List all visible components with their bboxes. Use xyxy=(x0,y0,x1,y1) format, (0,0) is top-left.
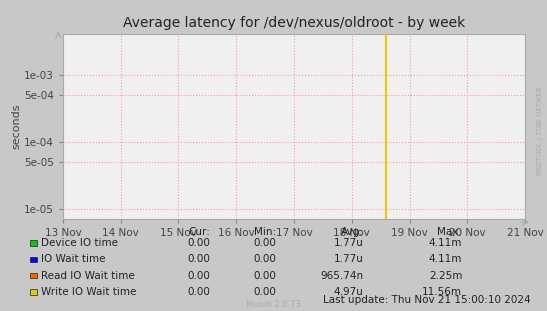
Text: 0.00: 0.00 xyxy=(253,254,276,264)
Text: 11.56m: 11.56m xyxy=(422,287,462,297)
Text: 4.11m: 4.11m xyxy=(429,254,462,264)
Text: 2.25m: 2.25m xyxy=(429,271,462,281)
Text: RRDTOOL / TOBI OETIKER: RRDTOOL / TOBI OETIKER xyxy=(537,86,543,175)
Text: Min:: Min: xyxy=(254,227,276,237)
Text: Cur:: Cur: xyxy=(189,227,211,237)
Text: 0.00: 0.00 xyxy=(188,287,211,297)
Text: 4.11m: 4.11m xyxy=(429,238,462,248)
Text: 0.00: 0.00 xyxy=(253,271,276,281)
Text: 965.74n: 965.74n xyxy=(321,271,364,281)
Text: 1.77u: 1.77u xyxy=(334,238,364,248)
Text: Write IO Wait time: Write IO Wait time xyxy=(41,287,136,297)
Text: Device IO time: Device IO time xyxy=(41,238,118,248)
Title: Average latency for /dev/nexus/oldroot - by week: Average latency for /dev/nexus/oldroot -… xyxy=(123,16,465,30)
Y-axis label: seconds: seconds xyxy=(11,104,21,150)
Text: IO Wait time: IO Wait time xyxy=(41,254,106,264)
Text: Read IO Wait time: Read IO Wait time xyxy=(41,271,135,281)
Text: Avg:: Avg: xyxy=(341,227,364,237)
Text: 0.00: 0.00 xyxy=(253,287,276,297)
Text: 0.00: 0.00 xyxy=(188,271,211,281)
Text: 4.97u: 4.97u xyxy=(334,287,364,297)
Text: 0.00: 0.00 xyxy=(188,254,211,264)
Text: Munin 2.0.73: Munin 2.0.73 xyxy=(246,299,301,309)
Text: Last update: Thu Nov 21 15:00:10 2024: Last update: Thu Nov 21 15:00:10 2024 xyxy=(323,295,531,305)
Text: Max:: Max: xyxy=(437,227,462,237)
Text: 0.00: 0.00 xyxy=(188,238,211,248)
Text: 1.77u: 1.77u xyxy=(334,254,364,264)
Text: 0.00: 0.00 xyxy=(253,238,276,248)
